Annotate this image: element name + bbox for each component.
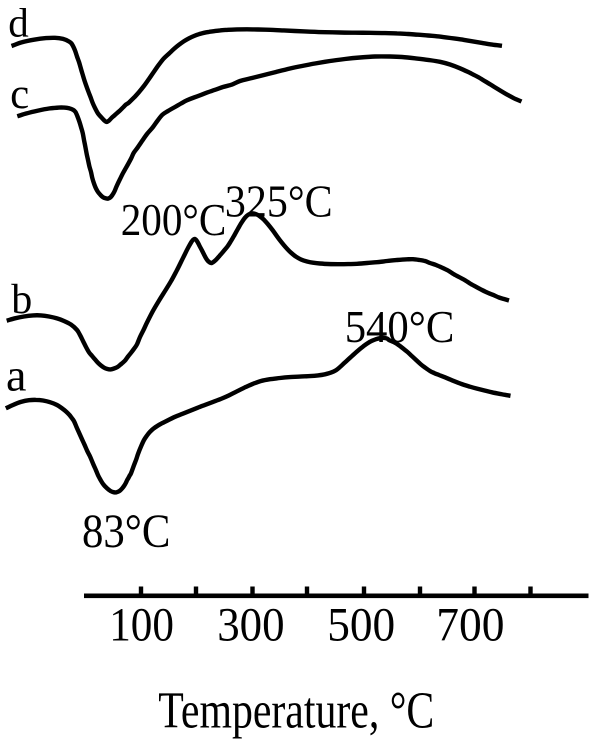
svg-text:300: 300 <box>217 599 284 652</box>
svg-text:540°C: 540°C <box>345 301 455 352</box>
svg-text:200°C: 200°C <box>121 194 227 245</box>
svg-text:83°C: 83°C <box>82 505 170 558</box>
svg-text:325°C: 325°C <box>225 176 333 227</box>
svg-text:a: a <box>6 350 26 401</box>
svg-text:700: 700 <box>436 599 504 652</box>
svg-text:500: 500 <box>327 599 395 652</box>
svg-text:100: 100 <box>109 599 174 652</box>
svg-text:b: b <box>11 277 32 323</box>
svg-text:d: d <box>8 0 29 45</box>
svg-text:Temperature, °C: Temperature, °C <box>158 683 434 740</box>
svg-text:c: c <box>10 71 29 118</box>
